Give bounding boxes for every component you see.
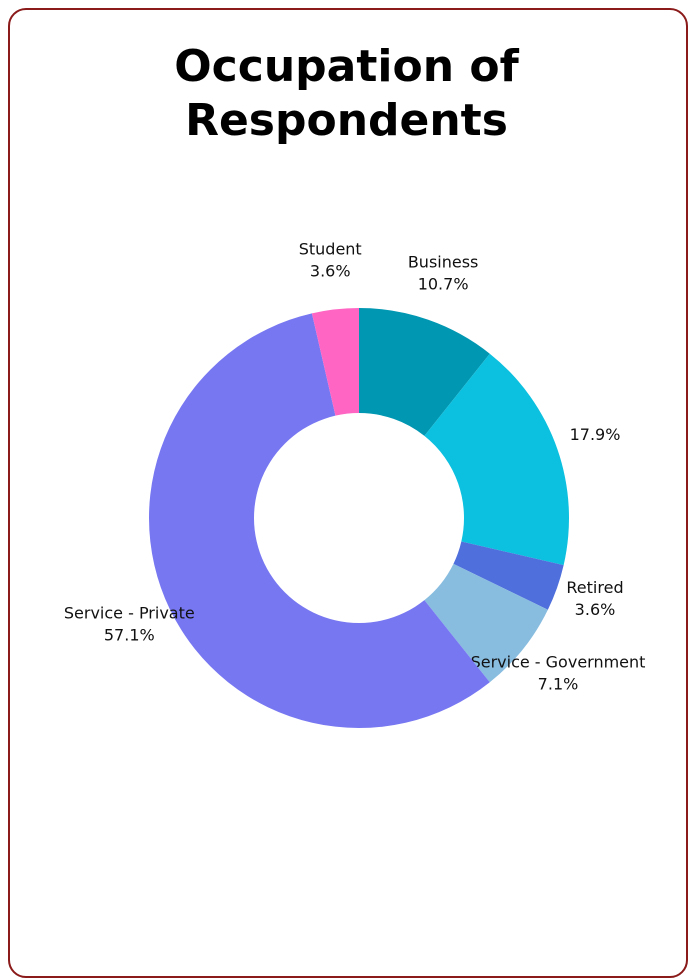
- slice-label: Service - Government: [471, 652, 646, 671]
- slice-label: Service - Private: [64, 604, 195, 623]
- slice-label: Student: [299, 240, 362, 259]
- donut-slice: [148, 313, 490, 729]
- slice-value-label: 3.6%: [575, 600, 616, 619]
- slice-label: Business: [408, 252, 479, 271]
- donut-slice: [424, 353, 569, 566]
- donut-slice: [424, 563, 548, 683]
- title-box: Occupation of Respondents: [0, 40, 693, 148]
- slice-value-label: 7.1%: [538, 674, 579, 693]
- donut-slice: [359, 308, 490, 436]
- slice-value-label: 3.6%: [310, 262, 351, 281]
- chart-title: Occupation of Respondents: [174, 41, 519, 146]
- slice-label: Retired: [566, 578, 623, 597]
- donut-slice: [453, 541, 564, 610]
- slice-value-label: 10.7%: [418, 274, 469, 293]
- slice-value-label: 57.1%: [104, 626, 155, 645]
- slice-value-label: 17.9%: [570, 425, 621, 444]
- donut-slice: [311, 308, 359, 416]
